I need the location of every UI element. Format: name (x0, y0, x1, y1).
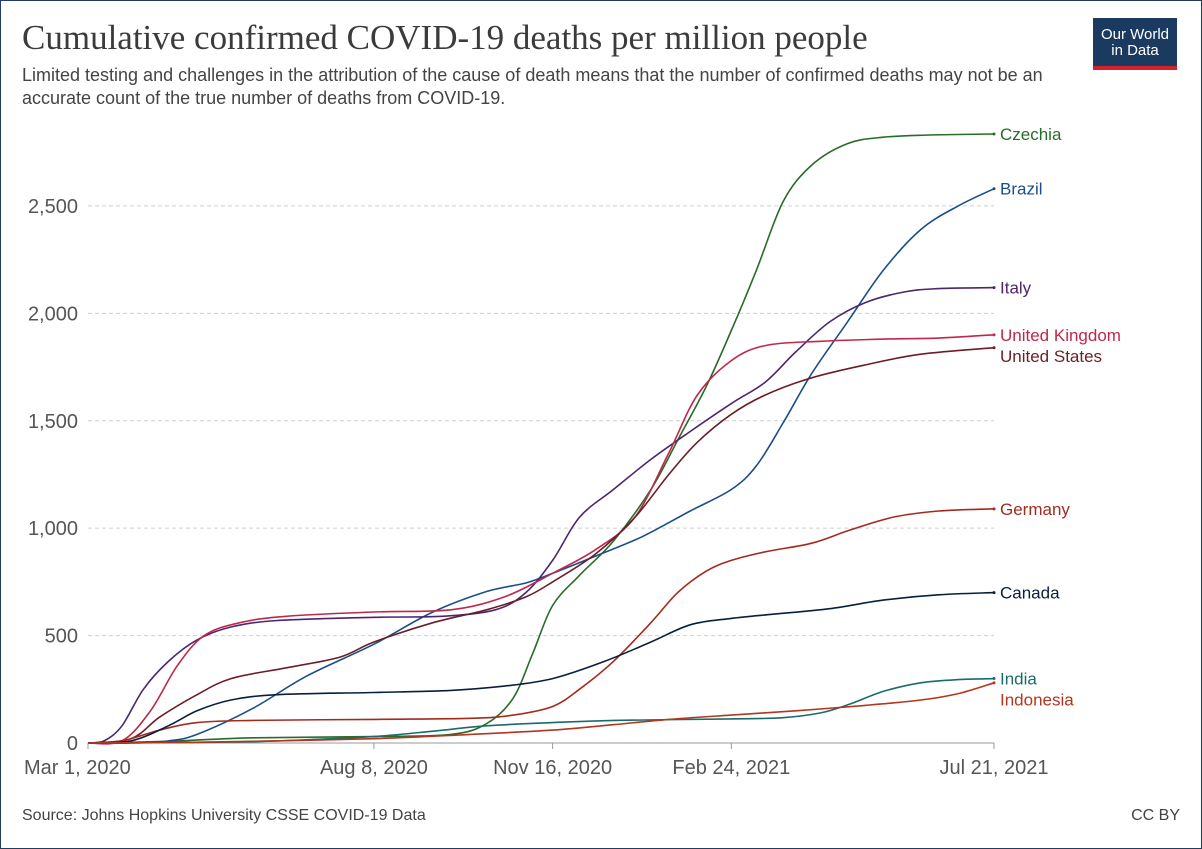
series-line-germany (87, 508, 995, 744)
y-tick-label: 0 (67, 733, 78, 755)
y-tick-label: 2,500 (28, 196, 78, 218)
license-label[interactable]: CC BY (1131, 807, 1180, 824)
x-tick-label: Aug 8, 2020 (320, 757, 428, 779)
series-line-united-states (87, 346, 995, 744)
series-endpoint (992, 677, 996, 681)
series-line-czechia (87, 133, 995, 744)
series-endpoint (992, 187, 996, 191)
series-endpoint (992, 346, 996, 350)
logo-line-2: in Data (1111, 42, 1159, 59)
x-tick-label: Feb 24, 2021 (672, 757, 790, 779)
y-tick-label: 1,000 (28, 518, 78, 540)
y-tick-label: 1,500 (28, 411, 78, 433)
series-line-canada (87, 591, 995, 744)
series-line-united-kingdom (87, 334, 995, 745)
chart-title: Cumulative confirmed COVID-19 deaths per… (22, 18, 868, 57)
series-label-united-states: United States (1000, 347, 1102, 366)
series-label-united-kingdom: United Kingdom (1000, 326, 1121, 345)
x-tick-label: Jul 21, 2021 (940, 757, 1049, 779)
series-label-italy: Italy (1000, 279, 1032, 298)
series-label-germany: Germany (1000, 500, 1070, 519)
series-label-india: India (1000, 670, 1037, 689)
series-endpoint (992, 681, 996, 685)
series-endpoint (992, 132, 996, 136)
series-label-canada: Canada (1000, 584, 1060, 603)
x-tick-label: Nov 16, 2020 (493, 757, 612, 779)
logo-line-1: Our World (1100, 26, 1170, 43)
series-endpoint (992, 333, 996, 337)
series-endpoint (992, 507, 996, 511)
owid-logo[interactable]: Our World in Data (1093, 18, 1177, 70)
series-endpoint (992, 591, 996, 595)
series-label-brazil: Brazil (1000, 180, 1043, 199)
series-label-czechia: Czechia (1000, 125, 1062, 144)
series-line-italy (87, 286, 995, 744)
series-line-indonesia (87, 682, 995, 744)
y-tick-label: 500 (45, 626, 78, 648)
y-tick-label: 2,000 (28, 303, 78, 325)
series-label-indonesia: Indonesia (1000, 691, 1074, 710)
chart-subtitle: Limited testing and challenges in the at… (22, 65, 1043, 108)
series-endpoint (992, 286, 996, 290)
series-line-brazil (87, 187, 995, 744)
source-note[interactable]: Source: Johns Hopkins University CSSE CO… (22, 807, 426, 824)
x-tick-label: Mar 1, 2020 (24, 757, 131, 779)
